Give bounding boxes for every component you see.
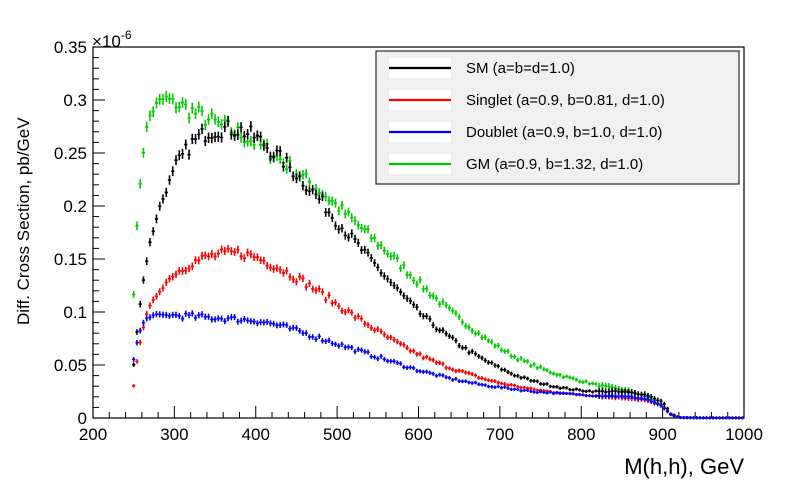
- x-axis-title: M(h,h), GeV: [624, 454, 744, 479]
- x-tick-label: 400: [242, 425, 270, 444]
- y-axis-multiplier: ×10-6: [92, 28, 132, 51]
- y-tick-label: 0.1: [63, 303, 87, 322]
- y-tick-label: 0.05: [54, 356, 87, 375]
- y-axis-title: Diff. Cross Section, pb/GeV: [14, 117, 33, 325]
- x-tick-label: 1000: [725, 425, 763, 444]
- y-tick-label: 0: [78, 409, 87, 428]
- y-tick-label: 0.25: [54, 144, 87, 163]
- x-tick-label: 700: [486, 425, 514, 444]
- y-tick-label: 0.3: [63, 91, 87, 110]
- series-layer: [132, 90, 744, 420]
- y-tick-label: 0.35: [54, 38, 87, 57]
- series-0: [132, 115, 744, 420]
- series-2: [132, 310, 744, 420]
- x-tick-label: 600: [404, 425, 432, 444]
- x-tick-label: 200: [79, 425, 107, 444]
- legend-label: GM (a=0.9, b=1.32, d=1.0): [466, 156, 643, 173]
- legend-label: SM (a=b=d=1.0): [466, 60, 575, 77]
- y-tick-label: 0.15: [54, 250, 87, 269]
- x-tick-label: 300: [160, 425, 188, 444]
- y-axis-ticks: 0 0.05 0.1 0.15 0.2 0.25 0.3 0.35: [54, 38, 105, 428]
- x-tick-label: 900: [648, 425, 676, 444]
- y-tick-label: 0.2: [63, 197, 87, 216]
- legend: SM (a=b=d=1.0) Singlet (a=0.9, b=0.81, d=…: [375, 50, 740, 185]
- x-tick-label: 800: [567, 425, 595, 444]
- legend-label: Doublet (a=0.9, b=1.0, d=1.0): [466, 124, 662, 141]
- x-axis-ticks: 200 300 400 500 600 700 800 900 1000: [79, 406, 763, 444]
- legend-label: Singlet (a=0.9, b=0.81, d=1.0): [466, 92, 665, 109]
- x-tick-label: 500: [323, 425, 351, 444]
